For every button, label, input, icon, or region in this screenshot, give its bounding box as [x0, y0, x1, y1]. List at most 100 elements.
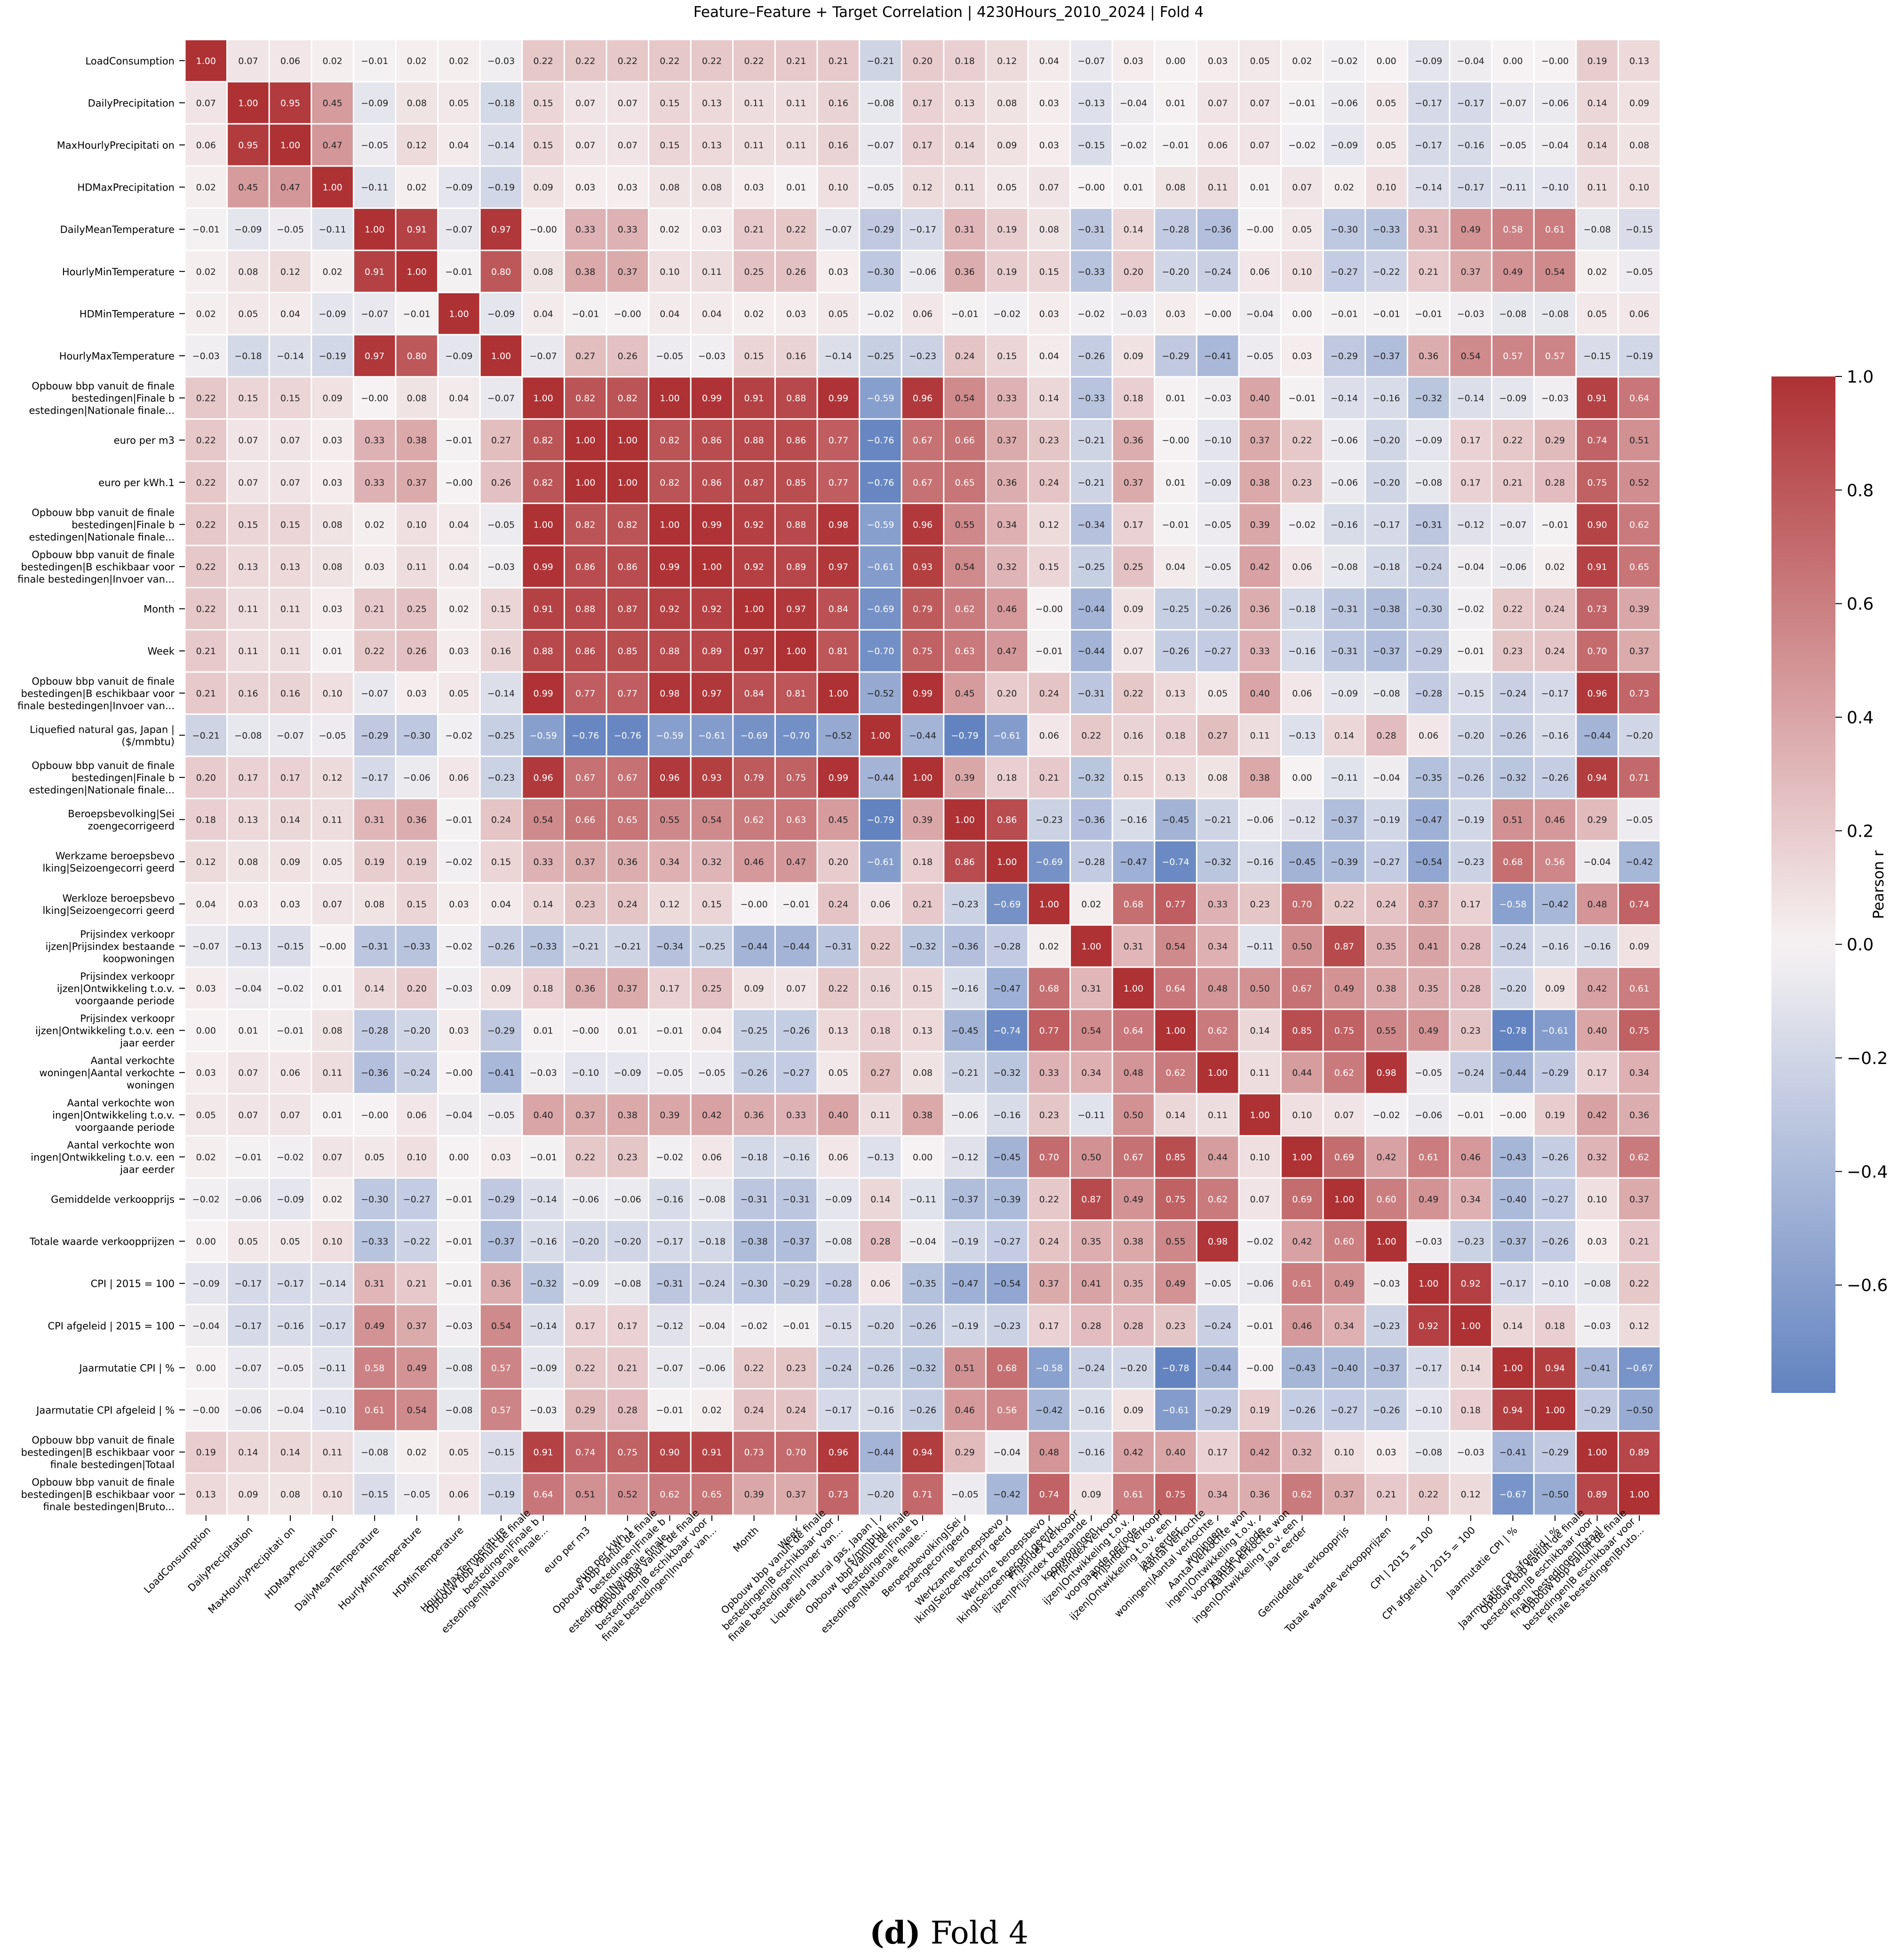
- heatmap-cell: [395, 1093, 439, 1137]
- cell-value-label: 0.11: [744, 140, 764, 151]
- cell-value-label: 0.03: [1039, 309, 1059, 319]
- cell-value-label: −0.02: [445, 941, 472, 952]
- heatmap-cell: [521, 207, 565, 251]
- heatmap-cell: [606, 376, 650, 420]
- cell-value-label: 0.05: [238, 309, 258, 319]
- cell-value-label: −0.02: [445, 857, 472, 867]
- cell-value-label: −0.08: [1372, 688, 1400, 699]
- cell-value-label: 0.22: [1039, 1194, 1059, 1205]
- heatmap-cell: [479, 292, 523, 336]
- cell-value-label: −0.58: [1499, 899, 1526, 910]
- cell-value-label: 0.31: [955, 224, 974, 235]
- heatmap-cell: [1322, 798, 1366, 841]
- heatmap-cell: [1449, 882, 1493, 926]
- cell-value-label: 0.08: [1165, 183, 1185, 193]
- cell-value-label: 0.88: [786, 393, 806, 404]
- cell-value-label: −0.04: [277, 1405, 304, 1416]
- cell-value-label: 0.37: [1461, 267, 1481, 277]
- cell-value-label: 0.35: [1419, 984, 1438, 994]
- cell-value-label: 0.09: [491, 984, 511, 994]
- cell-value-label: 0.57: [1503, 351, 1523, 361]
- cell-value-label: 0.03: [322, 604, 342, 615]
- cell-value-label: −0.41: [1583, 1363, 1611, 1373]
- cell-value-label: −0.09: [1331, 688, 1358, 699]
- heatmap-cell: [1069, 292, 1113, 336]
- cell-value-label: 0.32: [1587, 1152, 1607, 1162]
- cell-value-label: 0.57: [491, 1363, 511, 1373]
- cell-value-label: 0.85: [618, 646, 638, 656]
- cell-value-label: −0.06: [951, 1110, 978, 1120]
- heatmap-cell: [648, 755, 692, 800]
- cell-value-label: −0.08: [698, 1194, 726, 1205]
- row-label: Jaarmutatie CPI | %: [78, 1362, 175, 1374]
- heatmap-cell: [1238, 165, 1282, 209]
- cell-value-label: −0.31: [1415, 520, 1442, 530]
- cell-value-label: 0.07: [1292, 183, 1312, 193]
- cell-value-label: 0.60: [1376, 1194, 1396, 1205]
- heatmap-cell: [1154, 503, 1197, 546]
- heatmap-cell: [816, 292, 861, 336]
- cell-value-label: −0.01: [445, 815, 472, 825]
- cell-value-label: 0.00: [1376, 56, 1396, 66]
- heatmap-cell: [816, 1008, 861, 1052]
- heatmap-cell: [1322, 840, 1366, 884]
- heatmap-cell: [690, 418, 734, 462]
- heatmap-cell: [1533, 81, 1577, 125]
- heatmap-cell: [901, 334, 945, 378]
- cell-value-label: −0.26: [1077, 351, 1105, 361]
- heatmap-cell: [521, 1261, 565, 1305]
- cell-value-label: −0.20: [614, 1237, 641, 1247]
- cell-value-label: 0.14: [1503, 1321, 1523, 1331]
- heatmap-cell: [1533, 882, 1577, 926]
- heatmap-cell: [437, 1472, 481, 1516]
- heatmap-cell: [1449, 966, 1493, 1010]
- cell-value-label: 0.61: [1545, 224, 1565, 235]
- cell-value-label: 0.19: [1587, 56, 1607, 66]
- cell-value-label: 0.02: [407, 1448, 427, 1458]
- heatmap-cell: [1533, 1430, 1577, 1474]
- heatmap-cell: [1449, 544, 1493, 589]
- cell-value-label: −0.22: [1372, 267, 1400, 277]
- cell-value-label: 0.22: [196, 393, 216, 404]
- cell-value-label: 0.65: [618, 815, 638, 825]
- cell-value-label: 0.22: [533, 56, 553, 66]
- cell-value-label: 0.16: [280, 688, 300, 699]
- heatmap-cell: [1491, 924, 1535, 968]
- heatmap-cell: [859, 207, 902, 251]
- heatmap-cell: [901, 840, 945, 884]
- cell-value-label: 0.13: [955, 98, 974, 108]
- cell-value-label: −0.37: [1372, 646, 1400, 656]
- row-label: Month: [144, 604, 175, 615]
- cell-value-label: −0.23: [487, 773, 515, 783]
- cell-value-label: 0.40: [829, 1110, 848, 1120]
- cell-value-label: 0.33: [997, 393, 1017, 404]
- heatmap-cell: [1449, 1388, 1493, 1432]
- cell-value-label: 0.09: [1124, 351, 1143, 361]
- cell-value-label: 0.05: [1292, 224, 1312, 235]
- cell-value-label: 0.01: [322, 646, 342, 656]
- cell-value-label: −0.06: [1331, 478, 1358, 488]
- cell-value-label: 0.07: [1208, 98, 1228, 108]
- cell-value-label: 0.18: [955, 56, 974, 66]
- heatmap-cell: [1238, 81, 1282, 125]
- cell-value-label: −0.29: [1541, 1068, 1569, 1078]
- cell-value-label: 0.41: [1081, 1279, 1101, 1289]
- cell-value-label: 0.39: [913, 815, 933, 825]
- heatmap-cell: [226, 207, 270, 251]
- heatmap-cell: [816, 966, 861, 1010]
- cell-value-label: 0.18: [1461, 1405, 1481, 1416]
- heatmap-cell: [606, 1093, 650, 1137]
- heatmap-cell: [1406, 798, 1451, 841]
- heatmap-cell: [774, 334, 818, 378]
- cell-value-label: −0.01: [782, 1321, 810, 1331]
- cell-value-label: −0.16: [993, 1110, 1021, 1120]
- colorbar-tick-label: −0.2: [1847, 1049, 1888, 1068]
- cell-value-label: −0.10: [319, 1405, 346, 1416]
- heatmap-cell: [268, 1261, 312, 1305]
- heatmap-cell: [943, 671, 987, 715]
- cell-value-label: −0.11: [1499, 183, 1526, 193]
- cell-value-label: 0.74: [575, 1448, 595, 1458]
- cell-value-label: −0.13: [1288, 730, 1316, 741]
- heatmap-cell: [1533, 123, 1577, 167]
- heatmap-cell: [437, 292, 481, 336]
